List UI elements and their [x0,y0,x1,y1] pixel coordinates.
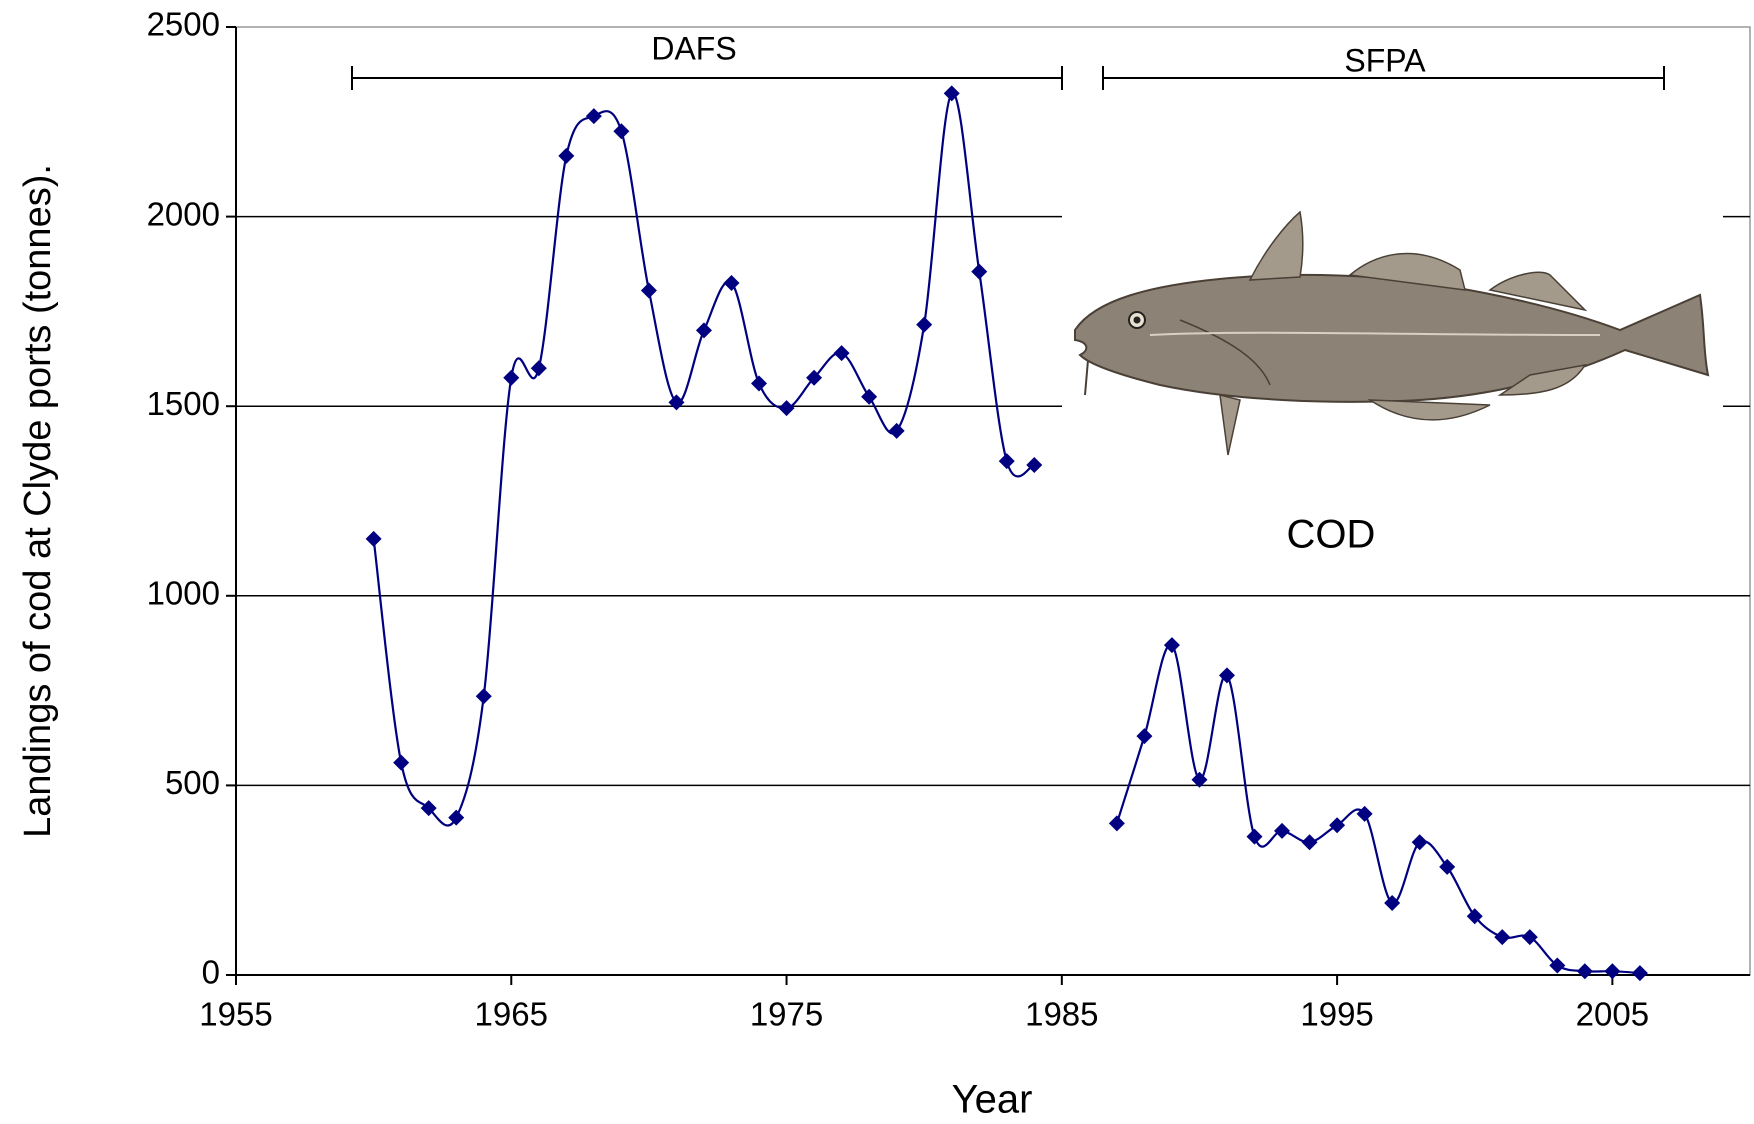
x-axis-label: Year [952,1078,1033,1122]
data-point [1109,815,1125,831]
data-point [1274,823,1290,839]
data-point [558,148,574,164]
data-point [889,423,905,439]
x-tick-label: 1975 [750,996,823,1033]
data-point [613,123,629,139]
image-label: COD [1287,513,1376,557]
y-tick-label: 2000 [147,195,220,232]
data-line [374,93,1035,826]
data-point [1136,728,1152,744]
plot-frame [236,27,1750,975]
data-point [366,531,382,547]
x-tick-label: 1955 [199,996,272,1033]
data-point [1357,806,1373,822]
data-point [971,264,987,280]
chart: COD DAFS SFPA Year Landings of cod at Cl… [0,0,1754,1124]
data-point [448,810,464,826]
period-label: SFPA [1344,42,1426,78]
data-point [999,453,1015,469]
data-point [751,375,767,391]
plot: 0 500 1000 1500 2000 2500 1955 1965 1975 1985 1995… [147,6,1750,1033]
data-point [641,283,657,299]
data-point [503,370,519,386]
y-tick-label: 500 [165,764,220,801]
data-point [531,360,547,376]
data-point [393,755,409,771]
data-point [586,108,602,124]
data-point [779,400,795,416]
y-axis-label: Landings of cod at Clyde ports (tonnes). [17,164,59,838]
data-point [696,322,712,338]
x-tick-label: 2005 [1576,996,1649,1033]
data-point [723,275,739,291]
data-line [1117,645,1640,974]
data-point [1604,963,1620,979]
data-point [1412,834,1428,850]
data-point [1577,963,1593,979]
data-point [476,688,492,704]
data-point [916,317,932,333]
data-point [668,394,684,410]
period-label: DAFS [651,30,736,66]
data-point [1247,829,1263,845]
x-tick-label: 1985 [1025,996,1098,1033]
y-tick-label: 1000 [147,575,220,612]
data-point [1439,859,1455,875]
x-tick-label: 1995 [1300,996,1373,1033]
y-tick-label: 0 [202,954,220,991]
data-point [1632,965,1648,981]
data-point [1494,929,1510,945]
grid [236,27,1750,975]
x-tick-label: 1965 [475,996,548,1033]
page: {"chart_data": {"type": "line", "x_label… [0,0,1754,1124]
data-point [1302,834,1318,850]
data-point [861,389,877,405]
y-tick-label: 2500 [147,6,220,43]
dafs-bracket [352,66,1062,90]
y-tick-label: 1500 [147,385,220,422]
